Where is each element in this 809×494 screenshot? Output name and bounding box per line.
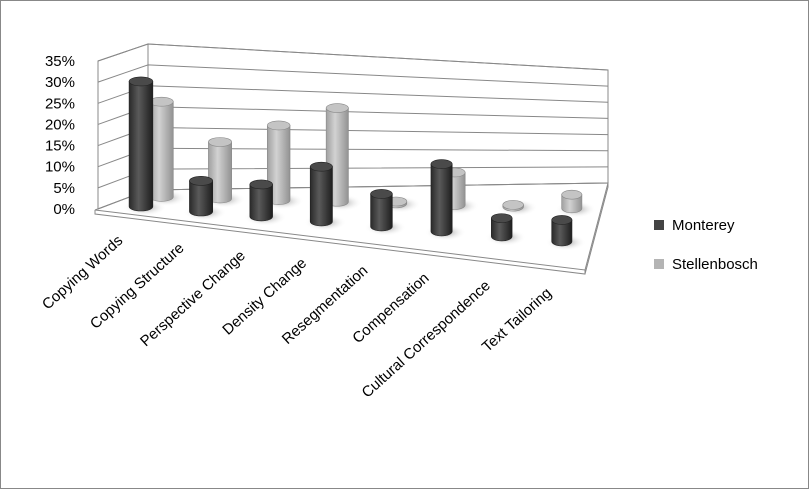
bar-top (551, 215, 573, 225)
bar-body (551, 219, 573, 247)
bar-top (128, 76, 154, 87)
bar (561, 189, 583, 214)
bar (128, 76, 154, 212)
bar-body (189, 180, 214, 217)
bar-body (561, 194, 583, 214)
bar-top (502, 200, 524, 210)
bar-top (266, 120, 291, 131)
bar-top (430, 159, 453, 169)
bar (430, 159, 453, 237)
bar-body (370, 193, 393, 232)
y-tick-label: 25% (45, 95, 75, 112)
legend-label: Monterey (672, 217, 735, 234)
bar-body (491, 217, 513, 242)
bar-top (309, 161, 333, 172)
y-tick-label: 5% (53, 180, 75, 197)
bar-top (325, 103, 349, 113)
legend-label: Stellenbosch (672, 256, 758, 273)
bar (208, 137, 232, 204)
bar-body (309, 166, 333, 227)
bar-body (430, 163, 453, 237)
y-tick-label: 20% (45, 116, 75, 133)
bar (309, 161, 333, 227)
bar-top (249, 179, 273, 190)
floor-edge (94, 183, 609, 275)
legend-swatch (654, 259, 664, 269)
bar (502, 200, 524, 212)
bar-top (370, 189, 393, 199)
bar (551, 215, 573, 247)
bar (491, 213, 513, 242)
bar-top (491, 213, 513, 223)
y-tick-label: 15% (45, 138, 75, 155)
legend-swatch (654, 220, 664, 230)
y-tick-label: 35% (45, 53, 75, 70)
y-tick-label: 30% (45, 74, 75, 91)
grid-line (97, 43, 609, 71)
y-tick-label: 10% (45, 159, 75, 176)
bar-top (561, 189, 583, 200)
grid-line (97, 64, 609, 87)
bar-body (249, 184, 273, 222)
y-tick-label: 0% (53, 201, 75, 218)
bar (249, 179, 273, 222)
bar (370, 189, 393, 232)
bar-body (128, 81, 154, 212)
bar-top (189, 176, 214, 186)
bar (189, 176, 214, 217)
bar-top (208, 137, 232, 147)
